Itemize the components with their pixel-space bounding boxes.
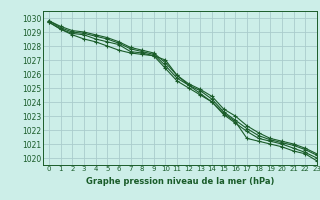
X-axis label: Graphe pression niveau de la mer (hPa): Graphe pression niveau de la mer (hPa): [86, 177, 274, 186]
